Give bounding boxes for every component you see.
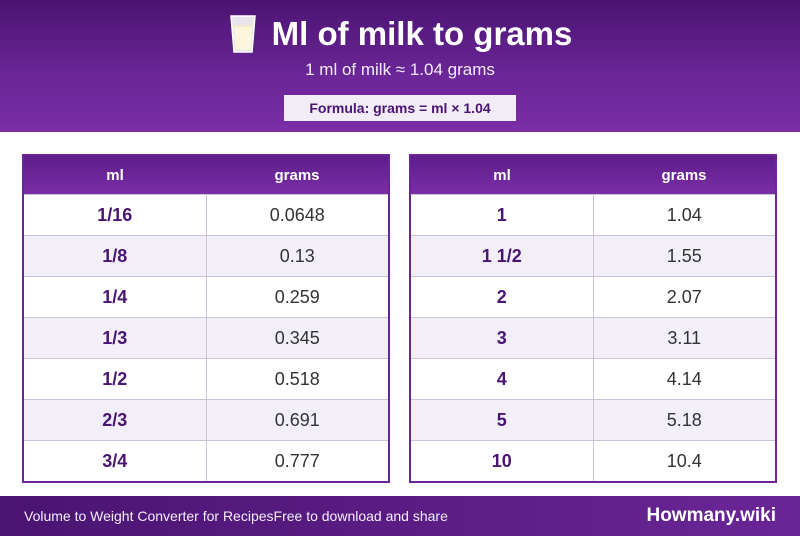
footer-share-note: Free to download and share — [273, 508, 448, 524]
table-header-row: ml grams — [23, 155, 389, 195]
conversion-table-right: ml grams 1 1.04 1 1/2 1.55 2 2.07 3 3.11… — [409, 154, 777, 483]
table-row: 5 5.18 — [410, 399, 776, 441]
grams-cell: 0.345 — [206, 317, 389, 359]
table-row: 3/4 0.777 — [23, 440, 389, 482]
ml-cell: 1/2 — [23, 358, 207, 400]
conversion-table-left: ml grams 1/16 0.0648 1/8 0.13 1/4 0.259 … — [22, 154, 390, 483]
title-row: Ml of milk to grams — [0, 14, 800, 54]
conversion-subtitle: 1 ml of milk ≈ 1.04 grams — [305, 60, 495, 79]
grams-cell: 1.04 — [593, 194, 776, 236]
ml-cell: 3 — [410, 317, 594, 359]
grams-cell: 5.18 — [593, 399, 776, 441]
grams-cell: 4.14 — [593, 358, 776, 400]
brand-logo-text[interactable]: Howmany.wiki — [646, 505, 776, 526]
footer-bar: Volume to Weight Converter for RecipesFr… — [0, 496, 800, 536]
ml-cell: 1/4 — [23, 276, 207, 318]
column-header-grams: grams — [206, 155, 389, 195]
footer-text: Volume to Weight Converter for RecipesFr… — [24, 496, 448, 536]
ml-cell: 2/3 — [23, 399, 207, 441]
table-row: 1/4 0.259 — [23, 276, 389, 318]
ml-cell: 1/16 — [23, 194, 207, 236]
page-title: Ml of milk to grams — [271, 15, 573, 52]
table-header-row: ml grams — [410, 155, 776, 195]
grams-cell: 0.518 — [206, 358, 389, 400]
ml-cell: 2 — [410, 276, 594, 318]
grams-cell: 0.0648 — [206, 194, 389, 236]
table-row: 1 1/2 1.55 — [410, 235, 776, 277]
column-header-ml: ml — [410, 155, 593, 195]
milk-glass-icon — [229, 15, 256, 53]
footer-tagline: Volume to Weight Converter for Recipes — [24, 508, 274, 524]
grams-cell: 0.691 — [206, 399, 389, 441]
ml-cell: 1/8 — [23, 235, 207, 277]
header-banner: Ml of milk to grams 1 ml of milk ≈ 1.04 … — [0, 0, 800, 132]
grams-cell: 0.13 — [206, 235, 389, 277]
ml-cell: 10 — [410, 440, 594, 482]
grams-cell: 1.55 — [593, 235, 776, 277]
table-row: 1/8 0.13 — [23, 235, 389, 277]
table-row: 1/2 0.518 — [23, 358, 389, 400]
formula-badge: Formula: grams = ml × 1.04 — [284, 95, 516, 121]
table-row: 10 10.4 — [410, 440, 776, 482]
table-row: 1/16 0.0648 — [23, 194, 389, 236]
ml-cell: 1 — [410, 194, 594, 236]
grams-cell: 2.07 — [593, 276, 776, 318]
grams-cell: 3.11 — [593, 317, 776, 359]
column-header-grams: grams — [593, 155, 776, 195]
table-row: 1/3 0.345 — [23, 317, 389, 359]
table-row: 2/3 0.691 — [23, 399, 389, 441]
grams-cell: 0.259 — [206, 276, 389, 318]
ml-cell: 5 — [410, 399, 594, 441]
ml-cell: 3/4 — [23, 440, 207, 482]
table-row: 2 2.07 — [410, 276, 776, 318]
table-row: 1 1.04 — [410, 194, 776, 236]
ml-cell: 1 1/2 — [410, 235, 594, 277]
ml-cell: 4 — [410, 358, 594, 400]
table-row: 4 4.14 — [410, 358, 776, 400]
ml-cell: 1/3 — [23, 317, 207, 359]
table-row: 3 3.11 — [410, 317, 776, 359]
column-header-ml: ml — [23, 155, 206, 195]
grams-cell: 0.777 — [206, 440, 389, 482]
grams-cell: 10.4 — [593, 440, 776, 482]
